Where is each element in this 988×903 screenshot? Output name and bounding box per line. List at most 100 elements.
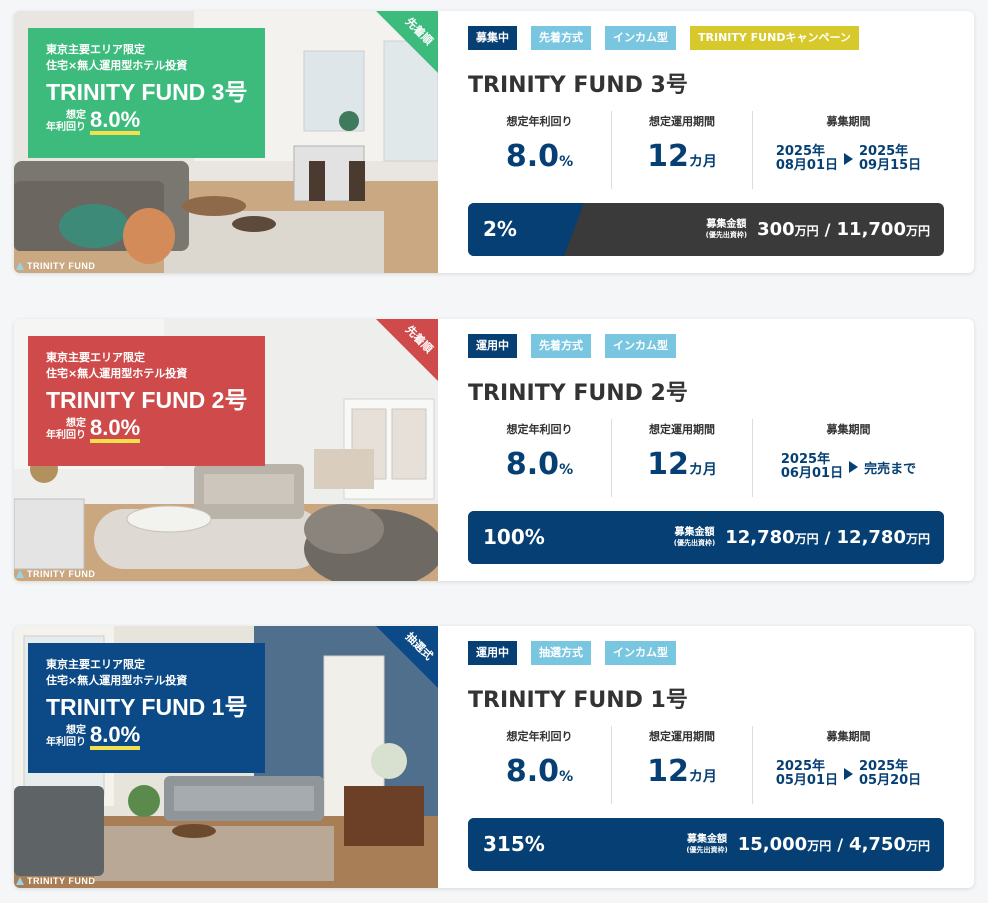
banner-rate-label: 想定 年利回り	[46, 725, 86, 749]
corner-ribbon	[376, 626, 438, 688]
method-badge: 先着方式	[531, 334, 591, 358]
logo-icon	[16, 877, 24, 885]
logo-text: TRINITY FUND	[27, 876, 96, 886]
tag-list: 運用中 先着方式 インカム型	[468, 334, 676, 358]
amount-separator: /	[824, 220, 831, 239]
fund-stats: 想定年利回り 8.0% 想定運用期間 12カ月 募集期間 2025年 05月01日…	[468, 726, 944, 804]
progress-fill	[468, 511, 944, 564]
arrow-right-icon	[844, 153, 853, 165]
fund-title[interactable]: TRINITY FUND 2号	[468, 381, 688, 406]
logo-text: TRINITY FUND	[27, 569, 96, 579]
status-badge: 募集中	[468, 26, 517, 50]
type-badge: インカム型	[605, 26, 676, 50]
raised-value: 12,780	[725, 527, 795, 548]
banner-type-text: 住宅×無人運用型ホテル投資	[46, 59, 188, 72]
rate-label-2: 年利回り	[46, 737, 86, 748]
banner-area-text: 東京主要エリア限定	[46, 351, 145, 364]
raised-unit: 万円	[807, 839, 832, 853]
brand-logo: TRINITY FUND	[16, 569, 95, 579]
fund-info: 運用中 抽選方式 インカム型 TRINITY FUND 1号 想定年利回り 8.…	[468, 626, 960, 888]
fund-image[interactable]: 東京主要エリア限定 住宅×無人運用型ホテル投資 TRINITY FUND 1号 …	[14, 626, 438, 888]
method-badge: 先着方式	[531, 26, 591, 50]
period-end: 2025年 09月15日	[859, 145, 921, 173]
funding-progress-bar: 100% 募集金額 (優先出資枠) 12,780万円 / 12,780万円	[468, 511, 944, 564]
term-value: 12カ月	[612, 754, 752, 789]
yield-unit: %	[559, 462, 574, 478]
term-stat: 想定運用期間 12カ月	[611, 419, 752, 497]
tag-list: 募集中 先着方式 インカム型 TRINITY FUNDキャンペーン	[468, 26, 859, 50]
start-date: 08月01日	[775, 158, 838, 173]
yield-stat: 想定年利回り 8.0%	[468, 419, 611, 497]
rate-label-1: 想定	[66, 725, 86, 736]
period-stat: 募集期間 2025年 06月01日 完売まで	[752, 419, 944, 497]
fund-image[interactable]: 東京主要エリア限定 住宅×無人運用型ホテル投資 TRINITY FUND 3号 …	[14, 11, 438, 273]
raised-amount: 12,780万円	[725, 527, 818, 548]
arrow-right-icon	[849, 461, 859, 473]
amount-label: 募集金額 (優先出資枠)	[706, 219, 747, 240]
fund-card-1[interactable]: 東京主要エリア限定 住宅×無人運用型ホテル投資 TRINITY FUND 1号 …	[14, 626, 974, 888]
yield-label: 想定年利回り	[506, 423, 573, 436]
banner-rate: 想定 年利回り 8.0%	[46, 724, 253, 750]
fund-card-2[interactable]: 東京主要エリア限定 住宅×無人運用型ホテル投資 TRINITY FUND 2号 …	[14, 319, 974, 581]
yield-number: 8.0	[505, 754, 560, 789]
progress-fill	[468, 818, 944, 871]
banner-rate: 想定 年利回り 8.0%	[46, 417, 253, 443]
goal-unit: 万円	[905, 532, 930, 546]
status-badge: 運用中	[468, 334, 517, 358]
amount-label: 募集金額 (優先出資枠)	[674, 527, 715, 548]
banner-fund-name: TRINITY FUND 2号	[46, 387, 248, 413]
fund-banner: 東京主要エリア限定 住宅×無人運用型ホテル投資 TRINITY FUND 2号 …	[28, 336, 265, 466]
period-value: 2025年 06月01日 完売まで	[753, 453, 944, 481]
fund-title[interactable]: TRINITY FUND 3号	[468, 73, 688, 98]
term-number: 12	[647, 447, 689, 482]
banner-rate-value: 8.0%	[90, 724, 141, 750]
yield-stat: 想定年利回り 8.0%	[468, 111, 611, 189]
funding-progress-bar: 315% 募集金額 (優先出資枠) 15,000万円 / 4,750万円	[468, 818, 944, 871]
term-stat: 想定運用期間 12カ月	[611, 726, 752, 804]
amount-separator: /	[824, 528, 831, 547]
period-label: 募集期間	[826, 730, 871, 743]
raised-amount: 300万円	[757, 219, 819, 240]
end-year: 2025年	[859, 144, 909, 159]
period-end: 完売まで	[864, 461, 917, 477]
logo-icon	[16, 262, 24, 270]
banner-rate-label: 想定 年利回り	[46, 110, 86, 134]
fund-info: 運用中 先着方式 インカム型 TRINITY FUND 2号 想定年利回り 8.…	[468, 319, 960, 581]
banner-area-text: 東京主要エリア限定	[46, 43, 145, 56]
amount-sublabel: (優先出資枠)	[673, 539, 716, 547]
amount-label: 募集金額 (優先出資枠)	[686, 834, 727, 855]
end-date: 09月15日	[859, 158, 922, 173]
yield-label: 想定年利回り	[506, 730, 573, 743]
progress-fill	[468, 203, 584, 256]
banner-type-text: 住宅×無人運用型ホテル投資	[46, 674, 188, 687]
amount-label-text: 募集金額	[674, 527, 715, 538]
goal-amount: 4,750万円	[849, 834, 930, 855]
fund-title[interactable]: TRINITY FUND 1号	[468, 688, 688, 713]
term-label: 想定運用期間	[649, 115, 715, 128]
yield-value: 8.0%	[468, 139, 611, 174]
fund-image[interactable]: 東京主要エリア限定 住宅×無人運用型ホテル投資 TRINITY FUND 2号 …	[14, 319, 438, 581]
raised-value: 300	[757, 219, 795, 240]
amount-label-text: 募集金額	[687, 834, 728, 845]
progress-percent: 100%	[483, 525, 545, 549]
logo-text: TRINITY FUND	[27, 261, 96, 271]
fund-banner: 東京主要エリア限定 住宅×無人運用型ホテル投資 TRINITY FUND 3号 …	[28, 28, 265, 158]
yield-unit: %	[559, 154, 574, 170]
term-stat: 想定運用期間 12カ月	[611, 111, 752, 189]
term-value: 12カ月	[612, 139, 752, 174]
start-year: 2025年	[775, 144, 825, 159]
fund-stats: 想定年利回り 8.0% 想定運用期間 12カ月 募集期間 2025年 08月01日…	[468, 111, 944, 189]
yield-unit: %	[559, 769, 574, 785]
rate-label-1: 想定	[66, 110, 86, 121]
fund-card-3[interactable]: 東京主要エリア限定 住宅×無人運用型ホテル投資 TRINITY FUND 3号 …	[14, 11, 974, 273]
progress-percent: 315%	[483, 832, 545, 856]
amount-sublabel: (優先出資枠)	[686, 846, 728, 854]
brand-logo: TRINITY FUND	[16, 261, 95, 271]
period-stat: 募集期間 2025年 05月01日 2025年 05月20日	[752, 726, 944, 804]
raised-unit: 万円	[794, 224, 819, 238]
term-value: 12カ月	[612, 447, 752, 482]
campaign-badge[interactable]: TRINITY FUNDキャンペーン	[690, 26, 859, 50]
arrow-right-icon	[844, 768, 853, 780]
type-badge: インカム型	[605, 334, 676, 358]
period-value: 2025年 08月01日 2025年 09月15日	[753, 145, 944, 173]
